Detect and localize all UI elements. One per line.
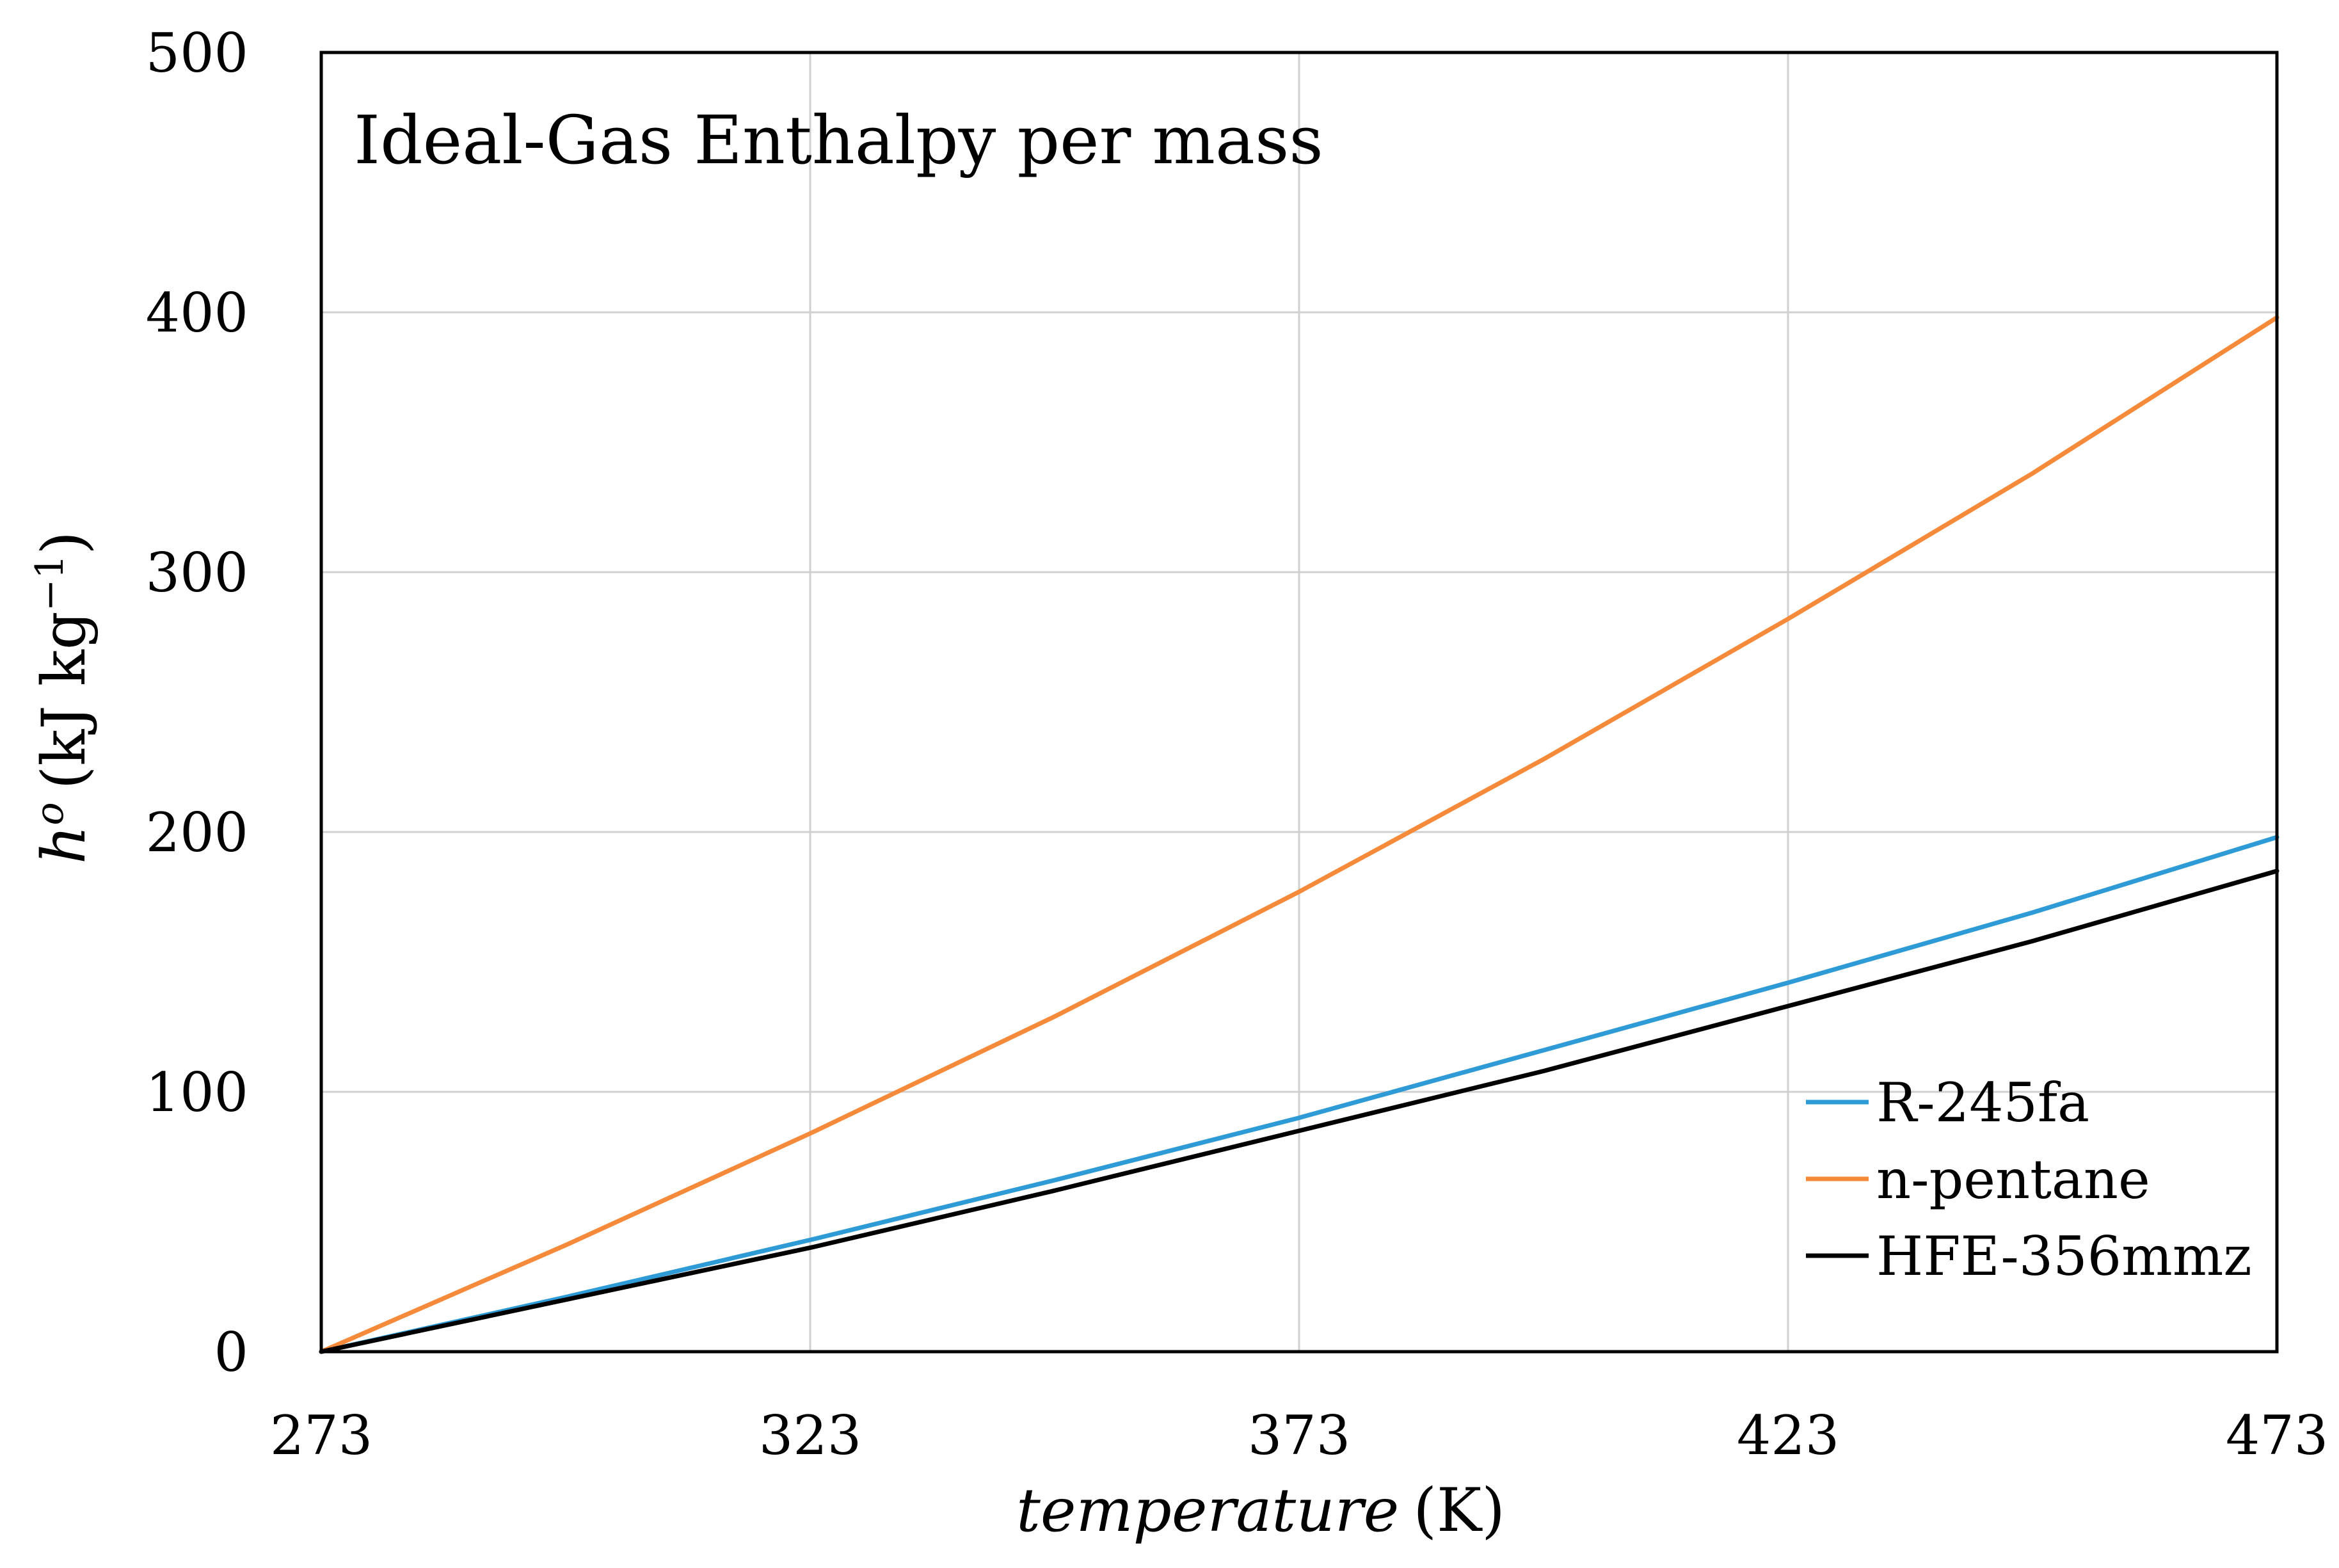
plot-frame — [319, 51, 2279, 1354]
y-tick-label: 100 — [146, 1061, 248, 1124]
y-axis-label-unit-exponent: −1 — [28, 555, 72, 611]
x-axis-label: temperature (K) — [1016, 1476, 1505, 1546]
y-axis-label: ho (kJ kg−1) — [28, 531, 99, 864]
y-tick-label: 300 — [146, 541, 248, 604]
x-axis-label-variable: temperature — [1016, 1476, 1399, 1546]
y-axis-label-unit-suffix: ) — [29, 531, 99, 555]
gridlines — [321, 52, 2277, 1352]
y-axis-label-unit-prefix: (kJ kg — [29, 611, 99, 789]
x-tick-labels: 273 323 373 423 473 — [270, 1404, 2328, 1467]
x-tick-label: 473 — [2226, 1404, 2328, 1467]
y-tick-label: 400 — [146, 282, 248, 344]
y-axis-label-symbol: h — [29, 826, 99, 865]
y-tick-label: 500 — [146, 22, 248, 84]
x-tick-label: 273 — [270, 1404, 372, 1467]
series-line-r-245fa — [319, 835, 2279, 1354]
chart-title: Ideal-Gas Enthalpy per mass — [354, 101, 1323, 179]
x-tick-label: 373 — [1248, 1404, 1350, 1467]
y-axis-label-superscript: o — [28, 802, 72, 825]
y-tick-label: 200 — [146, 801, 248, 864]
legend-label-r-245fa: R-245fa — [1876, 1071, 2089, 1134]
y-tick-label: 0 — [214, 1321, 248, 1384]
x-tick-label: 323 — [759, 1404, 861, 1467]
series-lines — [319, 315, 2279, 1354]
legend-label-hfe-356mmz: HFE-356mmz — [1876, 1225, 2252, 1288]
x-tick-label: 423 — [1737, 1404, 1839, 1467]
legend: R-245fa n-pentane HFE-356mmz — [1806, 1071, 2252, 1288]
y-tick-labels: 0 100 200 300 400 500 — [146, 22, 248, 1384]
legend-label-n-pentane: n-pentane — [1876, 1148, 2150, 1211]
series-line-hfe-356mmz — [319, 868, 2279, 1354]
x-axis-label-unit: (K) — [1413, 1476, 1505, 1546]
series-line-n-pentane — [319, 315, 2279, 1354]
